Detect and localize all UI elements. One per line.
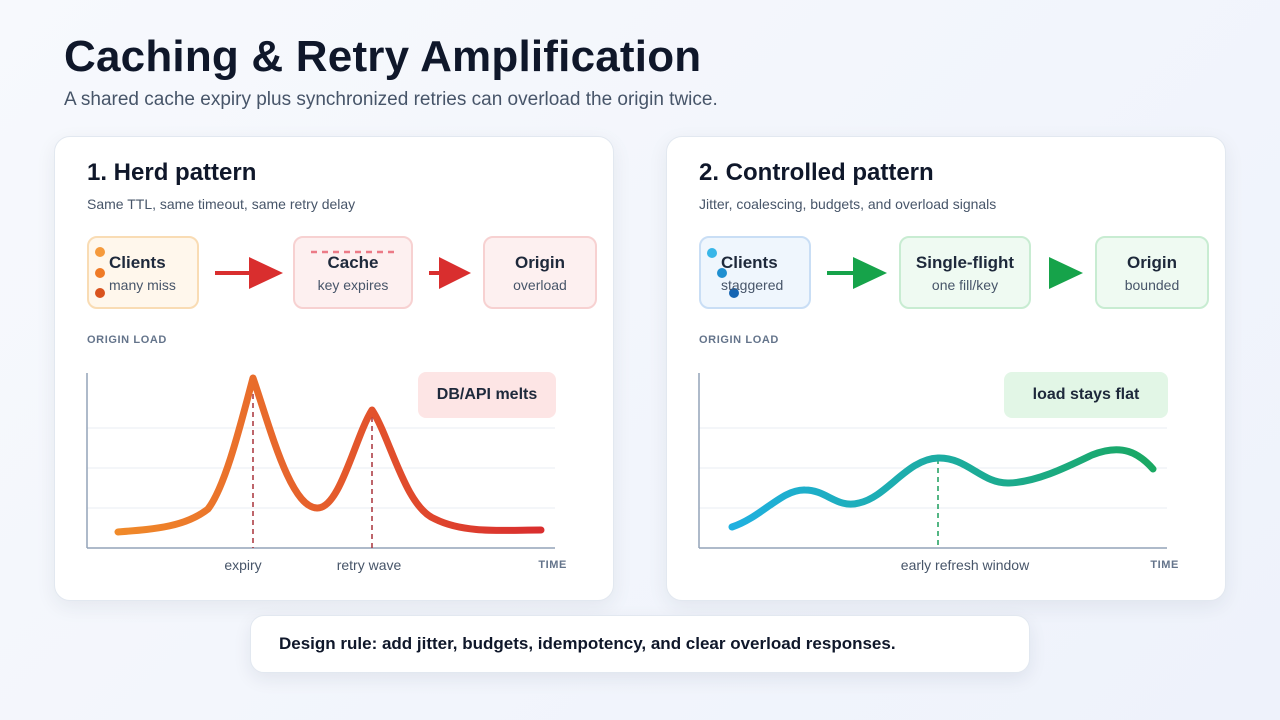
right-arrow-icon	[1049, 257, 1083, 289]
herd-clients-title: Clients	[109, 253, 166, 272]
controlled-clients-title: Clients	[721, 253, 778, 272]
controlled-origin-sub: bounded	[1124, 277, 1180, 293]
controlled-load-curve	[728, 446, 1157, 531]
controlled-panel-title: 2. Controlled pattern	[699, 159, 934, 186]
client-dot-icon	[95, 268, 105, 278]
client-dot-icon	[95, 288, 105, 298]
herd-time-axis-label: TIME	[538, 559, 567, 571]
right-arrow-icon	[827, 257, 887, 289]
design-rule-banner: Design rule: add jitter, budgets, idempo…	[250, 615, 1030, 673]
single-flight-sub: one fill/key	[931, 277, 999, 293]
controlled-load-label: ORIGIN LOAD	[699, 334, 779, 346]
herd-clients-sub: many miss	[109, 277, 176, 293]
herd-load-curve	[114, 374, 545, 536]
client-dot-icon	[707, 248, 717, 258]
cache-expiry-dashed-line	[311, 250, 399, 254]
retry-wave-tick-label: retry wave	[336, 557, 402, 573]
right-arrow-icon	[215, 257, 283, 289]
controlled-clients-node: Clients staggered	[699, 236, 811, 309]
single-flight-node: Single-flight one fill/key	[899, 236, 1031, 309]
controlled-time-axis-label: TIME	[1150, 559, 1179, 571]
client-dot-icon	[729, 288, 739, 298]
client-dot-icon	[95, 247, 105, 257]
load-stays-flat-callout: load stays flat	[1004, 372, 1168, 418]
page-title: Caching & Retry Amplification	[64, 32, 702, 81]
herd-panel-title: 1. Herd pattern	[87, 159, 257, 186]
herd-pattern-panel: 1. Herd pattern Same TTL, same timeout, …	[54, 136, 614, 601]
herd-origin-sub: overload	[513, 277, 567, 293]
herd-load-chart	[86, 373, 555, 549]
db-api-melts-callout: DB/API melts	[418, 372, 556, 418]
controlled-load-chart	[698, 373, 1167, 549]
controlled-origin-node: Origin bounded	[1095, 236, 1209, 309]
herd-panel-subtitle: Same TTL, same timeout, same retry delay	[87, 196, 356, 212]
expiry-tick-label: expiry	[224, 557, 262, 573]
controlled-panel-subtitle: Jitter, coalescing, budgets, and overloa…	[699, 196, 997, 212]
right-arrow-icon	[429, 257, 471, 289]
herd-cache-title: Cache	[327, 253, 379, 272]
herd-load-label: ORIGIN LOAD	[87, 334, 167, 346]
page-subtitle: A shared cache expiry plus synchronized …	[64, 89, 718, 110]
single-flight-title: Single-flight	[915, 253, 1015, 272]
herd-origin-title: Origin	[514, 253, 566, 272]
herd-clients-node: Clients many miss	[87, 236, 199, 309]
herd-origin-node: Origin overload	[483, 236, 597, 309]
early-refresh-tick-label: early refresh window	[900, 557, 1030, 573]
controlled-pattern-panel: 2. Controlled pattern Jitter, coalescing…	[666, 136, 1226, 601]
controlled-origin-title: Origin	[1126, 253, 1178, 272]
controlled-clients-sub: staggered	[721, 277, 784, 293]
client-dot-icon	[717, 268, 727, 278]
herd-cache-node: Cache key expires	[293, 236, 413, 309]
herd-cache-sub: key expires	[317, 277, 389, 293]
